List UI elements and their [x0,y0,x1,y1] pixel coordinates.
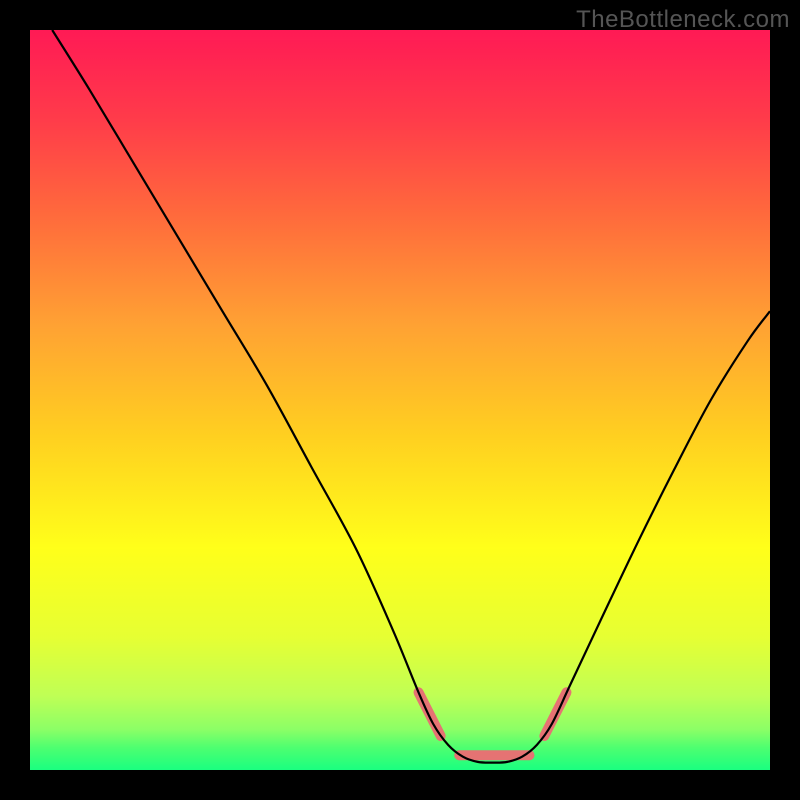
chart-frame-edge [0,0,30,800]
chart-frame-edge [0,770,800,800]
chart-stage: TheBottleneck.com [0,0,800,800]
chart-frame-edge [770,0,800,800]
chart-frame-edge [0,0,800,30]
bottleneck-chart-svg [0,0,800,800]
plot-background [30,30,770,770]
